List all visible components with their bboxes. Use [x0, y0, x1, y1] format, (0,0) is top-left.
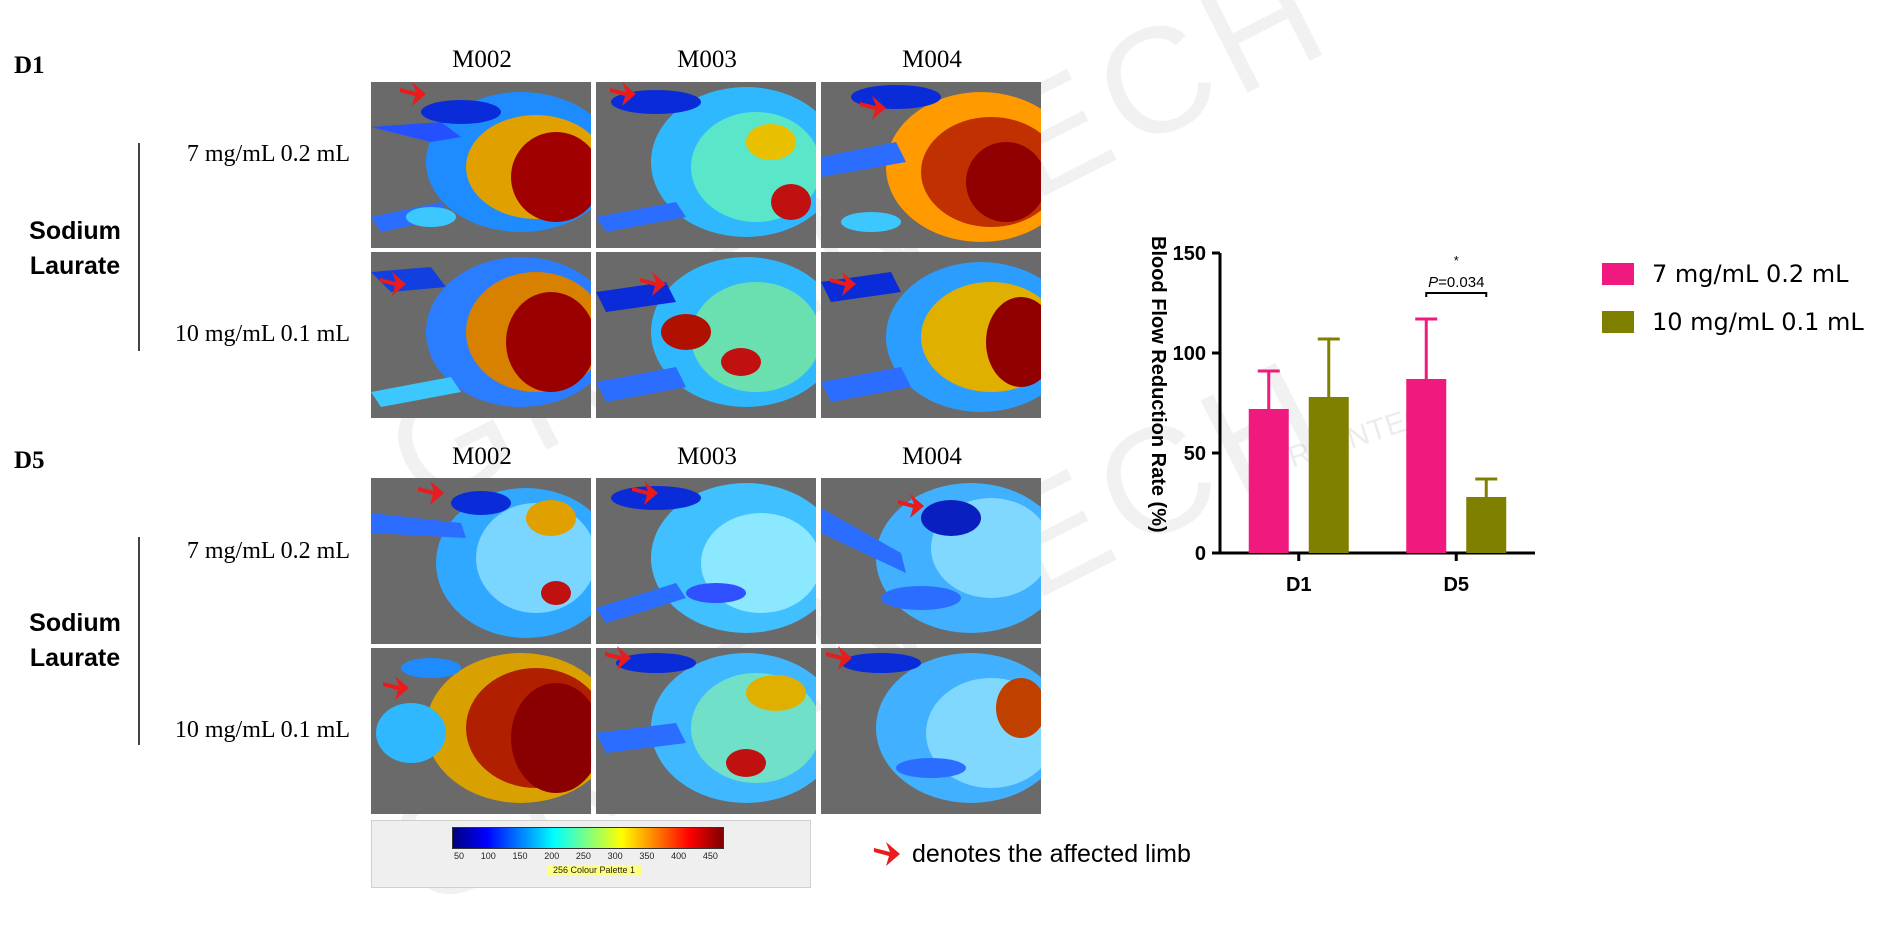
affected-limb-arrow-icon — [400, 82, 426, 106]
laser-doppler-image — [596, 478, 816, 644]
laser-doppler-image — [371, 648, 591, 814]
scale-tick: 450 — [702, 851, 718, 861]
day-label-d5: D5 — [14, 447, 45, 474]
laser-doppler-image — [821, 478, 1041, 644]
p-value: =0.034 — [1438, 274, 1484, 291]
x-tick-label: D5 — [1443, 574, 1469, 596]
row-label: 7 mg/mL 0.2 mL — [186, 538, 350, 564]
group-label: Sodium Laurate — [29, 217, 121, 280]
affected-limb-arrow-icon — [605, 646, 631, 670]
p-symbol: P — [1428, 274, 1438, 291]
column-label: M004 — [902, 46, 962, 73]
group-label: Sodium Laurate — [29, 609, 121, 672]
group-bracket — [138, 143, 140, 351]
scale-tick: 50 — [454, 851, 465, 861]
legend-item-series-2: 10 mg/mL 0.1 mL — [1602, 308, 1864, 336]
column-label: M002 — [452, 443, 512, 470]
laser-doppler-image — [596, 648, 816, 814]
laser-doppler-image — [596, 82, 816, 248]
legend-label: 7 mg/mL 0.2 mL — [1652, 260, 1849, 288]
scale-tick: 350 — [639, 851, 655, 861]
x-tick-label: D1 — [1286, 574, 1312, 596]
row-label: 7 mg/mL 0.2 mL — [186, 141, 350, 167]
affected-limb-arrow-icon — [380, 272, 406, 296]
affected-limb-arrow-icon — [418, 481, 444, 505]
arrow-overlay — [380, 82, 924, 866]
y-tick-label: 0 — [1195, 543, 1206, 565]
day-label-d1: D1 — [14, 52, 45, 79]
column-label: M003 — [677, 443, 737, 470]
bar — [1406, 379, 1447, 553]
scale-tick: 400 — [671, 851, 687, 861]
laser-doppler-image — [371, 82, 591, 248]
affected-limb-arrow-icon — [830, 272, 856, 296]
y-tick-label: 150 — [1173, 243, 1206, 265]
legend-item-series-1: 7 mg/mL 0.2 mL — [1602, 260, 1864, 288]
colour-scale-bar — [452, 827, 724, 849]
y-axis-label: Blood Flow Reduction Rate (%) — [1147, 236, 1169, 533]
scale-tick: 150 — [512, 851, 528, 861]
significance-star: * — [1454, 253, 1459, 268]
laser-doppler-image — [821, 82, 1041, 248]
significance-bracket — [1425, 292, 1488, 297]
column-label: M003 — [677, 46, 737, 73]
chart-legend: 7 mg/mL 0.2 mL 10 mg/mL 0.1 mL — [1602, 260, 1864, 336]
column-label: M004 — [902, 443, 962, 470]
scale-tick: 300 — [607, 851, 623, 861]
scale-tick: 200 — [544, 851, 560, 861]
laser-doppler-image — [371, 478, 591, 644]
group-bracket — [138, 537, 140, 745]
row-label: 10 mg/mL 0.1 mL — [174, 717, 350, 743]
colour-scale: 50 100 150 200 250 300 350 400 450 256 C… — [371, 820, 811, 888]
affected-limb-arrow-icon — [640, 272, 666, 296]
scale-tick: 250 — [575, 851, 591, 861]
affected-limb-arrow-icon — [383, 676, 409, 700]
affected-limb-arrow-icon — [632, 481, 658, 505]
legend-label: 10 mg/mL 0.1 mL — [1652, 308, 1864, 336]
laser-doppler-image — [371, 252, 591, 418]
p-value-label: P=0.034 — [1428, 274, 1484, 291]
legend-arrow-icon — [874, 842, 900, 866]
legend-swatch — [1602, 263, 1634, 285]
column-label: M002 — [452, 46, 512, 73]
y-tick-label: 100 — [1173, 343, 1206, 365]
bar — [1308, 397, 1349, 553]
laser-doppler-image — [821, 648, 1041, 814]
palette-name: 256 Colour Palette 1 — [547, 865, 642, 875]
y-tick-label: 50 — [1184, 443, 1206, 465]
laser-doppler-image — [821, 252, 1041, 418]
arrow-legend-text: denotes the affected limb — [912, 840, 1191, 868]
scale-tick: 100 — [480, 851, 496, 861]
row-label: 10 mg/mL 0.1 mL — [174, 321, 350, 347]
laser-doppler-image — [596, 252, 816, 418]
affected-limb-arrow-icon — [860, 96, 886, 120]
affected-limb-arrow-icon — [826, 646, 852, 670]
colour-scale-ticks: 50 100 150 200 250 300 350 400 450 — [454, 851, 718, 861]
affected-limb-arrow-icon — [898, 494, 924, 518]
bar — [1466, 497, 1507, 553]
affected-limb-arrow-icon — [610, 82, 636, 106]
bar — [1248, 409, 1289, 553]
legend-swatch — [1602, 311, 1634, 333]
